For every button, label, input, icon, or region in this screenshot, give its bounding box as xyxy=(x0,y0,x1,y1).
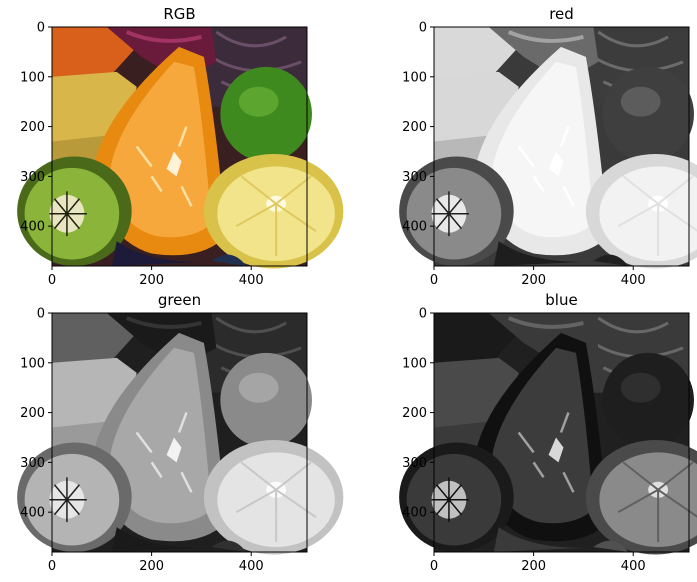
y-tick-label: 0 xyxy=(37,21,45,36)
x-tick-label: 200 xyxy=(521,273,546,288)
y-tick-label: 400 xyxy=(20,506,45,521)
y-tick-label: 300 xyxy=(20,170,45,185)
y-tick-label: 0 xyxy=(419,307,427,322)
subplot-rgb: RGB 0 200 400 0 100 200 300 400 xyxy=(15,5,346,288)
axes-frame xyxy=(51,26,308,267)
y-tick-label: 100 xyxy=(20,70,45,85)
y-tick-label: 100 xyxy=(20,356,45,371)
subplot-red: red 0 200 400 0 100 200 300 400 xyxy=(397,5,697,288)
y-tick-label: 300 xyxy=(402,170,427,185)
axes-frame xyxy=(433,312,690,553)
y-tick-label: 100 xyxy=(402,356,427,371)
y-tick-label: 400 xyxy=(20,220,45,235)
y-tick-label: 200 xyxy=(20,120,45,135)
subplot-title: RGB xyxy=(163,5,195,23)
axes-frame xyxy=(433,26,690,267)
subplot-green: green 0 200 400 0 100 200 300 400 xyxy=(15,291,346,574)
x-tick-label: 200 xyxy=(521,559,546,574)
x-tick-label: 0 xyxy=(430,559,438,574)
x-tick-label: 0 xyxy=(48,559,56,574)
subplot-title: green xyxy=(158,291,201,309)
x-tick-label: 400 xyxy=(621,559,646,574)
x-tick-label: 200 xyxy=(139,273,164,288)
image-green xyxy=(15,311,346,557)
subplot-title: blue xyxy=(545,291,577,309)
x-tick-label: 0 xyxy=(48,273,56,288)
y-tick-label: 300 xyxy=(20,456,45,471)
image-blue xyxy=(397,311,697,557)
x-tick-label: 200 xyxy=(139,559,164,574)
x-tick-label: 400 xyxy=(239,273,264,288)
y-tick-label: 200 xyxy=(402,120,427,135)
y-tick-label: 400 xyxy=(402,220,427,235)
y-tick-label: 200 xyxy=(402,406,427,421)
x-tick-label: 400 xyxy=(239,559,264,574)
y-tick-label: 200 xyxy=(20,406,45,421)
y-tick-label: 0 xyxy=(419,21,427,36)
image-rgb xyxy=(15,25,346,271)
x-tick-label: 400 xyxy=(621,273,646,288)
y-tick-label: 300 xyxy=(402,456,427,471)
subplot-blue: blue 0 200 400 0 100 200 300 400 xyxy=(397,291,697,574)
y-tick-label: 400 xyxy=(402,506,427,521)
x-tick-label: 0 xyxy=(430,273,438,288)
subplot-title: red xyxy=(549,5,574,23)
axes-frame xyxy=(51,312,308,553)
y-tick-label: 0 xyxy=(37,307,45,322)
y-tick-label: 100 xyxy=(402,70,427,85)
image-red xyxy=(397,25,697,271)
